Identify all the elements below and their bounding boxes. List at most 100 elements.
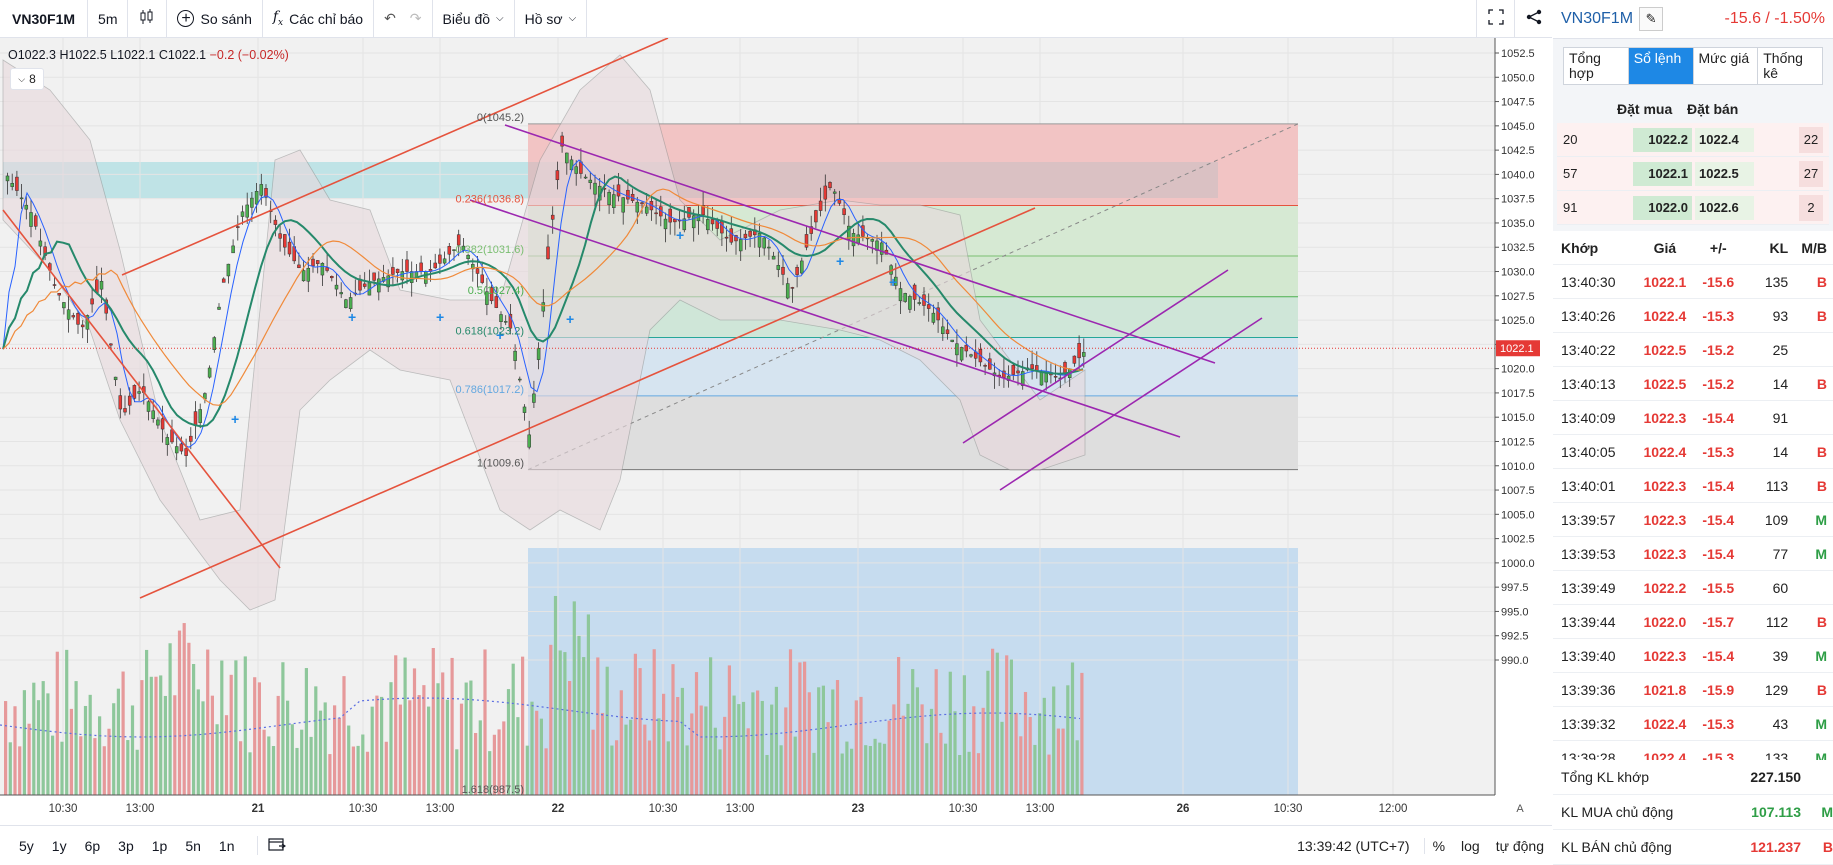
channel-line[interactable] <box>469 199 1181 438</box>
volume-bar <box>1042 697 1046 795</box>
trend-line[interactable] <box>121 38 669 276</box>
range-button-5n[interactable]: 5n <box>185 837 201 854</box>
ma-fast-line <box>2 159 1084 448</box>
log-toggle[interactable]: log <box>1461 837 1480 854</box>
bid-price[interactable]: 1022.0 <box>1633 195 1692 220</box>
indicators-collapse-button[interactable]: ⌵ 8 <box>10 68 44 90</box>
panel-tab-0[interactable]: Tổng hợp <box>1564 48 1629 84</box>
total-row: Tổng KL khớp 227.150 <box>1553 760 1833 795</box>
channel-line[interactable] <box>504 124 1216 364</box>
trade-price: 1021.8 <box>1643 681 1687 698</box>
candle-body <box>903 293 907 302</box>
orderbook-row[interactable]: 57 1022.1 1022.5 27 <box>1557 157 1829 191</box>
range-button-1p[interactable]: 1p <box>151 837 168 854</box>
trade-price: 1022.3 <box>1643 545 1687 562</box>
volume-bar <box>737 704 741 795</box>
ask-price[interactable]: 1022.5 <box>1695 161 1754 186</box>
channel-line[interactable] <box>962 269 1229 444</box>
trendline-drawings[interactable]: + + + + + + + + <box>0 38 1495 599</box>
chart-style-button[interactable] <box>128 0 168 38</box>
range-button-3p[interactable]: 3p <box>118 837 134 854</box>
volume-bar <box>267 736 271 795</box>
trade-time: 13:40:30 <box>1561 273 1616 290</box>
pencil-icon[interactable]: ✎ <box>1639 7 1664 31</box>
indicators-button[interactable]: fx Các chỉ báo <box>263 0 375 38</box>
panel-tab-1[interactable]: Sổ lệnh <box>1628 48 1694 84</box>
range-button-5y[interactable]: 5y <box>19 837 34 854</box>
col-price: Giá <box>1653 239 1677 256</box>
price-chart[interactable]: + + + + + + + + 0(1045.2) 0.236(1036.8) 0.382(103… <box>0 38 1552 825</box>
compare-button[interactable]: + So sánh <box>167 0 263 38</box>
trade-price: 1022.3 <box>1643 477 1687 494</box>
candle-body <box>480 274 484 283</box>
range-button-6p[interactable]: 6p <box>84 837 101 854</box>
symbol-search-button[interactable]: VN30F1M <box>0 0 89 38</box>
total-row: KL BÁN chủ động 121.237 B <box>1553 830 1833 865</box>
range-button-1n[interactable]: 1n <box>218 837 235 854</box>
interval-button[interactable]: 5m <box>88 0 129 38</box>
trend-line[interactable] <box>139 207 1036 599</box>
time-tick-label: 13:00 <box>726 803 755 815</box>
candle-body <box>682 218 687 231</box>
orderbook-header: Đặt mua Đặt bán <box>1553 89 1833 123</box>
volume-bar <box>765 754 769 795</box>
candle-body <box>724 236 729 239</box>
volume-bar <box>751 692 755 795</box>
volume-bar <box>553 595 558 795</box>
channel-line[interactable] <box>999 317 1263 491</box>
total-value: 227.150 <box>1750 769 1801 785</box>
time-axis[interactable]: 10:30 13:00 21 10:30 13:00 22 10:30 13:00 23 10:3… <box>0 794 1552 825</box>
trade-volume: 113 <box>1765 477 1789 494</box>
candle-body <box>123 408 127 413</box>
orderbook-row[interactable]: 91 1022.0 1022.6 2 <box>1557 191 1829 225</box>
volume-bar <box>201 701 205 795</box>
price-tick-label: 1020.0 <box>1501 364 1535 376</box>
undo-icon[interactable]: ↶ <box>384 10 396 26</box>
bid-price[interactable]: 1022.2 <box>1633 127 1692 152</box>
volume-bar <box>145 649 149 795</box>
ask-price[interactable]: 1022.4 <box>1695 127 1754 152</box>
volume-bar <box>1009 659 1013 795</box>
bid-price[interactable]: 1022.1 <box>1633 161 1692 186</box>
volume-bar <box>741 701 746 795</box>
range-button-1y[interactable]: 1y <box>51 837 67 854</box>
trade-row: 13:39:32 1022.4 -15.3 43 M <box>1553 707 1833 741</box>
panel-tab-2[interactable]: Mức giá <box>1694 48 1759 84</box>
percent-toggle[interactable]: % <box>1432 837 1446 854</box>
candle-body <box>475 268 480 274</box>
chart-area[interactable]: VN30F1M 5m + So sánh fx Các chỉ báo ↶ ↷ … <box>0 0 1552 865</box>
volume-bar <box>46 693 50 795</box>
panel-symbol[interactable]: VN30F1M <box>1561 10 1634 27</box>
trade-row: 13:40:22 1022.5 -15.2 25 <box>1553 333 1833 367</box>
candle-body <box>29 212 33 227</box>
orderbook-row[interactable]: 20 1022.2 1022.4 22 <box>1557 123 1829 157</box>
chevron-down-icon: ⌵ <box>568 13 577 24</box>
auto-scale-toggle[interactable]: tự động <box>1495 837 1544 854</box>
volume-bar <box>394 655 398 795</box>
chart-menu-button[interactable]: Biểu đồ ⌵ <box>433 0 515 38</box>
trade-time: 13:40:01 <box>1561 477 1616 494</box>
volume-bar <box>112 703 116 795</box>
trend-line[interactable] <box>2 209 281 569</box>
redo-icon[interactable]: ↷ <box>409 10 422 26</box>
share-button[interactable] <box>1514 0 1552 38</box>
price-tick-label: 1017.5 <box>1501 388 1535 400</box>
volume-bar <box>713 727 717 795</box>
volume-bar <box>915 687 919 795</box>
panel-tab-3[interactable]: Thống kê <box>1763 50 1803 81</box>
price-axis[interactable]: 1052.5 1050.0 1047.5 1045.0 1042.5 1040.0 1037… <box>1494 38 1552 795</box>
volume-bar <box>925 743 929 795</box>
profile-menu-button[interactable]: Hồ sơ ⌵ <box>515 0 588 38</box>
bid-volume: 57 <box>1563 166 1578 181</box>
trade-rows[interactable]: 13:40:30 1022.1 -15.6 135 B 13:40:26 1022.4 -15… <box>1553 265 1833 775</box>
volume-bar <box>544 748 548 795</box>
volume-bar <box>342 676 346 795</box>
axis-mode-label[interactable]: A <box>1516 803 1524 815</box>
volume-bar <box>163 695 167 795</box>
candle-body <box>250 197 254 208</box>
ask-price[interactable]: 1022.6 <box>1695 195 1754 220</box>
trade-volume: 43 <box>1772 715 1789 732</box>
goto-date-icon[interactable] <box>257 836 296 855</box>
right-panel: VN30F1M ✎ -15.6 / -1.50% Tổng hợp Sổ lệnh… <box>1553 0 1833 865</box>
fullscreen-button[interactable] <box>1476 0 1514 38</box>
